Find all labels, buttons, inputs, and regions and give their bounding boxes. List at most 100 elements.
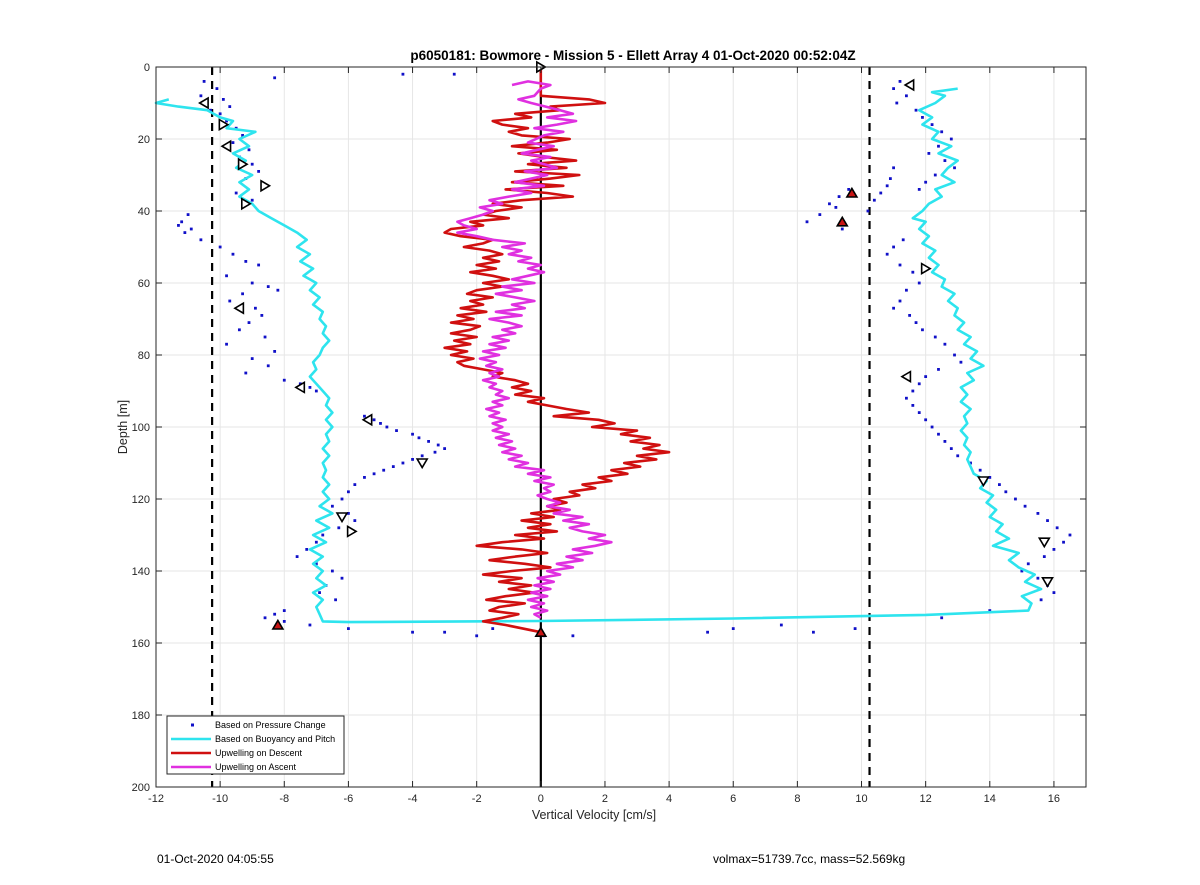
legend-swatch-dot <box>191 723 194 727</box>
pressure-change-point <box>254 306 257 310</box>
pressure-change-point <box>1068 533 1072 537</box>
pressure-change-point <box>872 198 876 202</box>
pressure-change-point <box>443 630 447 634</box>
pressure-change-point <box>940 130 944 134</box>
y-tick-label: 180 <box>132 710 150 722</box>
pressure-change-point <box>382 468 386 472</box>
pressure-change-point <box>250 198 254 202</box>
pressure-change-point <box>812 630 815 634</box>
legend-entry-label: Based on Buoyancy and Pitch <box>215 734 335 744</box>
pressure-change-point <box>244 260 248 263</box>
pressure-change-point <box>177 224 180 227</box>
triangle-marker <box>198 96 209 110</box>
pressure-change-point <box>372 472 376 476</box>
pressure-change-point <box>218 112 222 116</box>
pressure-change-point <box>379 422 382 425</box>
pressure-change-point <box>228 299 232 303</box>
pressure-change-point <box>731 627 735 630</box>
pressure-change-point <box>221 98 225 101</box>
pressure-change-point <box>282 620 286 623</box>
x-tick-label: 0 <box>538 793 544 805</box>
pressure-change-point <box>363 414 366 418</box>
pressure-change-point <box>276 288 280 292</box>
pressure-change-point <box>436 443 440 447</box>
pressure-change-point <box>231 141 235 144</box>
triangle-marker <box>534 626 548 638</box>
pressure-change-point <box>924 375 928 378</box>
x-tick-label: 2 <box>602 793 608 805</box>
pressure-change-point <box>1046 519 1049 522</box>
pressure-change-point <box>818 213 822 216</box>
triangle-marker <box>335 512 349 524</box>
pressure-change-point <box>273 350 277 353</box>
legend-entry-label: Based on Pressure Change <box>215 720 326 730</box>
y-tick-label: 0 <box>144 62 150 74</box>
pressure-change-point <box>340 576 344 580</box>
pressure-change-point <box>866 209 870 213</box>
pressure-change-point <box>257 263 261 267</box>
pressure-change-point <box>998 483 1001 486</box>
pressure-change-point <box>930 123 934 126</box>
pressure-change-point <box>933 173 937 177</box>
triangle-marker <box>976 476 990 488</box>
series <box>154 67 1072 638</box>
pressure-change-point <box>385 425 389 429</box>
pressure-change-point <box>953 353 956 357</box>
pressure-change-point <box>330 569 334 573</box>
pressure-change-point <box>927 152 931 155</box>
pressure-change-point <box>892 306 895 310</box>
pressure-change-point <box>1052 548 1056 551</box>
pressure-change-point <box>443 447 447 450</box>
triangle-marker <box>240 197 252 211</box>
pressure-change-point <box>837 195 841 198</box>
pressure-change-point <box>706 630 709 634</box>
pressure-change-point <box>937 368 940 371</box>
pressure-change-point <box>898 263 902 267</box>
y-tick-label: 60 <box>138 278 150 290</box>
pressure-change-point <box>295 555 299 558</box>
legend-entry-label: Upwelling on Ascent <box>215 762 297 772</box>
pressure-change-point <box>395 429 398 432</box>
pressure-change-point <box>1036 576 1040 580</box>
pressure-change-point <box>911 270 915 274</box>
triangle-marker <box>237 157 249 171</box>
triangle-marker <box>920 262 932 275</box>
pressure-change-point <box>834 206 838 209</box>
y-tick-label: 80 <box>138 350 150 362</box>
triangle-marker <box>233 301 245 315</box>
chart-title: p6050181: Bowmore - Mission 5 - Ellett A… <box>410 48 855 63</box>
triangle-marker <box>346 525 358 538</box>
x-tick-label: -2 <box>472 793 482 805</box>
pressure-change-point <box>314 389 318 393</box>
pressure-change-point <box>571 634 575 638</box>
pressure-change-point <box>234 191 238 195</box>
pressure-change-point <box>186 213 190 216</box>
pressure-change-point <box>940 616 944 620</box>
pressure-change-point <box>892 87 895 90</box>
pressure-change-point <box>257 170 261 173</box>
pressure-change-point <box>391 465 395 468</box>
pressure-change-point <box>956 454 960 458</box>
x-tick-label: -10 <box>212 793 228 805</box>
pressure-change-point <box>853 627 857 630</box>
pressure-change-point <box>1062 540 1065 544</box>
triangle-marker <box>415 458 429 470</box>
pressure-change-point <box>372 418 376 422</box>
x-tick-label: 8 <box>794 793 800 805</box>
pressure-change-point <box>924 180 928 184</box>
pressure-change-point <box>228 105 232 108</box>
pressure-change-point <box>937 144 940 148</box>
pressure-change-point <box>937 432 940 436</box>
pressure-change-point <box>847 188 851 191</box>
pressure-change-point <box>250 357 254 360</box>
pressure-change-point <box>988 609 992 612</box>
pressure-change-point <box>943 440 947 443</box>
pressure-change-point <box>901 238 905 242</box>
pressure-change-point <box>411 432 414 436</box>
pressure-change-point <box>427 440 430 443</box>
pressure-change-point <box>908 314 912 317</box>
pressure-change-point <box>225 119 228 123</box>
pressure-change-point <box>308 386 312 389</box>
pressure-change-point <box>420 454 424 458</box>
pressure-change-point <box>218 245 222 249</box>
